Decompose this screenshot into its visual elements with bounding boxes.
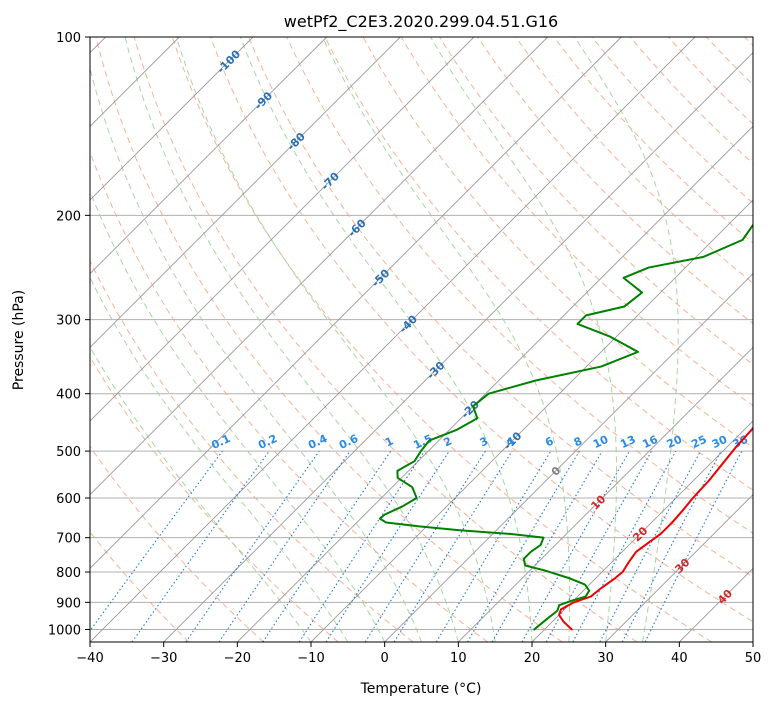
mixing-ratio-label: 13	[618, 433, 637, 451]
mixing-ratio-label: 16	[640, 433, 660, 451]
moist-adiabats	[90, 37, 679, 642]
moist-adiabat	[90, 276, 349, 642]
x-axis-label: Temperature (°C)	[360, 681, 482, 697]
isotherm-line	[605, 494, 753, 642]
sounding-profiles	[378, 223, 753, 631]
isotherm-line	[90, 37, 401, 348]
x-tick-label: 30	[597, 651, 614, 666]
y-tick-label: 100	[56, 31, 81, 46]
mixing-ratio-line	[467, 450, 580, 642]
mixing-ratio-line	[435, 450, 552, 642]
dry-adiabat	[248, 37, 753, 578]
moist-adiabat	[574, 37, 679, 642]
dry-adiabat	[90, 445, 264, 642]
y-tick-label: 800	[56, 566, 81, 581]
dry-adiabats	[90, 37, 753, 642]
mixing-ratio-line	[545, 450, 653, 642]
moist-adiabat	[90, 345, 312, 642]
dry-adiabat	[591, 37, 753, 204]
isotherm-line	[531, 420, 753, 642]
dewpoint-profile	[378, 223, 753, 631]
skewed-isotherms	[90, 37, 753, 642]
moist-adiabat	[322, 37, 571, 642]
mixing-ratio-line	[521, 450, 630, 642]
x-tick-label: 0	[381, 651, 389, 666]
dry-adiabat	[629, 37, 753, 165]
y-tick-label: 1000	[48, 623, 81, 638]
moist-adiabat	[430, 37, 618, 642]
y-tick-label: 500	[56, 445, 81, 460]
moist-adiabat	[175, 37, 496, 642]
mixing-ratio-line	[131, 450, 270, 642]
mixing-ratio-label: 30	[710, 433, 730, 451]
mixing-ratio-line	[90, 450, 223, 632]
x-tick-label: 50	[745, 651, 762, 666]
mixing-ratio-label: 25	[689, 433, 708, 451]
mixing-ratio-lines	[90, 450, 743, 642]
x-tick-label: −40	[76, 651, 103, 666]
isotherm-line	[90, 37, 254, 201]
mixing-ratio-line	[364, 450, 486, 642]
isotherm-line	[90, 37, 327, 275]
chart-title: wetPf2_C2E3.2020.299.04.51.G16	[284, 12, 558, 32]
x-tick-label: 40	[671, 651, 688, 666]
dry-adiabat	[95, 37, 563, 642]
y-axis-label: Pressure (hPa)	[11, 290, 27, 390]
y-tick-label: 600	[56, 492, 81, 507]
isotherm-line	[90, 37, 475, 422]
y-tick-label: 200	[56, 209, 81, 224]
dry-adiabat	[133, 37, 638, 642]
moist-adiabat	[90, 66, 422, 642]
plot-frame	[89, 36, 754, 643]
x-axis: −40 −30 −20 −10 0 10 20 30 40 50	[76, 642, 761, 666]
moist-adiabat	[239, 37, 533, 642]
x-tick-label: 10	[450, 651, 467, 666]
mixing-ratio-line	[393, 450, 513, 642]
moist-adiabat	[124, 37, 459, 642]
mixing-ratio-label: 20	[665, 433, 685, 451]
dry-adiabat	[515, 37, 753, 284]
isotherm-line	[90, 37, 622, 569]
dry-adiabat	[324, 37, 753, 491]
dry-adiabat	[210, 37, 753, 623]
y-tick-label: 900	[56, 596, 81, 611]
y-tick-label: 300	[56, 314, 81, 329]
isotherm-line	[752, 641, 753, 642]
mixing-ratio-line	[185, 450, 320, 642]
isotherm-line	[90, 37, 696, 642]
moist-adiabat	[90, 189, 386, 642]
mixing-ratio-line	[572, 450, 677, 642]
temperature-profile	[558, 426, 753, 631]
isotherm-line	[237, 125, 753, 642]
isotherm-line	[163, 52, 753, 642]
mixing-ratio-line	[218, 450, 351, 642]
plot-background	[90, 37, 753, 642]
dry-adiabat	[90, 259, 414, 642]
dry-adiabat	[477, 37, 753, 325]
x-tick-label: 20	[524, 651, 541, 666]
isotherm-line	[90, 37, 548, 496]
x-tick-label: −20	[224, 651, 251, 666]
isotherm-line	[384, 273, 753, 642]
y-axis: 100 200 300 400 500 600 700 800 900 1000	[48, 31, 90, 638]
dry-adiabat	[171, 37, 712, 642]
isotherm-line	[458, 346, 753, 642]
x-tick-label: −30	[150, 651, 177, 666]
y-tick-label: 400	[56, 388, 81, 403]
x-tick-label: −10	[297, 651, 324, 666]
mixing-ratio-label: 10	[591, 433, 611, 451]
mixing-ratio-line	[491, 450, 603, 642]
mixing-ratio-line	[325, 450, 450, 642]
mixing-ratio-labels: 0.1 0.2 0.4 0.6 1 1.5 2 3 4 6 8 10 13 16 20 25 30 36	[209, 432, 750, 452]
dry-adiabat	[400, 37, 753, 407]
y-tick-label: 700	[56, 532, 81, 547]
